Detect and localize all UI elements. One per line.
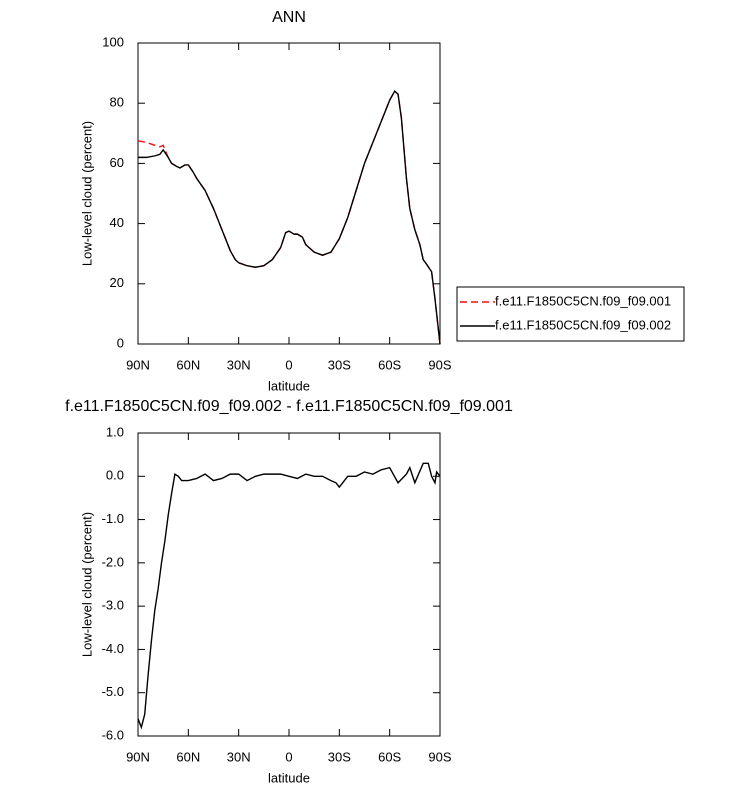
x-tick-label: 60S [378,749,401,764]
legend-label: f.e11.F1850C5CN.f09_f09.001 [495,293,671,308]
y-axis-label: Low-level cloud (percent) [79,512,94,657]
y-tick-label: 60 [110,155,124,170]
x-tick-label: 30S [328,749,351,764]
x-tick-label: 60S [378,357,401,372]
y-tick-label: 1.0 [106,424,124,439]
x-tick-label: 60N [176,749,200,764]
y-tick-label: 0 [117,335,124,350]
x-tick-label: 30S [328,357,351,372]
x-tick-label: 60N [176,357,200,372]
x-tick-label: 30N [227,357,251,372]
series-line [137,90,441,345]
y-tick-label: -2.0 [102,554,124,569]
y-tick-label: 100 [102,34,124,49]
x-axis-label: latitude [268,770,310,785]
chart-title: f.e11.F1850C5CN.f09_f09.002 - f.e11.F185… [65,398,513,415]
y-tick-label: -5.0 [102,684,124,699]
y-tick-label: -3.0 [102,598,124,613]
x-tick-label: 30N [227,749,251,764]
plot-frame [137,42,441,345]
y-tick-label: 80 [110,95,124,110]
legend-label: f.e11.F1850C5CN.f09_f09.002 [495,317,671,332]
y-tick-label: 20 [110,275,124,290]
series-line [137,462,441,730]
x-tick-label: 90N [126,357,150,372]
chart-title: ANN [272,9,306,26]
y-tick-label: 40 [110,215,124,230]
y-axis-label: Low-level cloud (percent) [79,121,94,266]
y-tick-label: -6.0 [102,727,124,742]
x-axis-label: latitude [268,378,310,393]
y-tick-label: -1.0 [102,511,124,526]
y-tick-label: -4.0 [102,641,124,656]
x-tick-label: 90S [428,357,451,372]
x-tick-label: 90N [126,749,150,764]
x-tick-label: 0 [285,749,292,764]
y-tick-label: 0.0 [106,468,124,483]
x-tick-label: 0 [285,357,292,372]
legend-box [456,286,685,342]
x-tick-label: 90S [428,749,451,764]
series-line [138,90,441,345]
plot-frame [137,432,441,737]
